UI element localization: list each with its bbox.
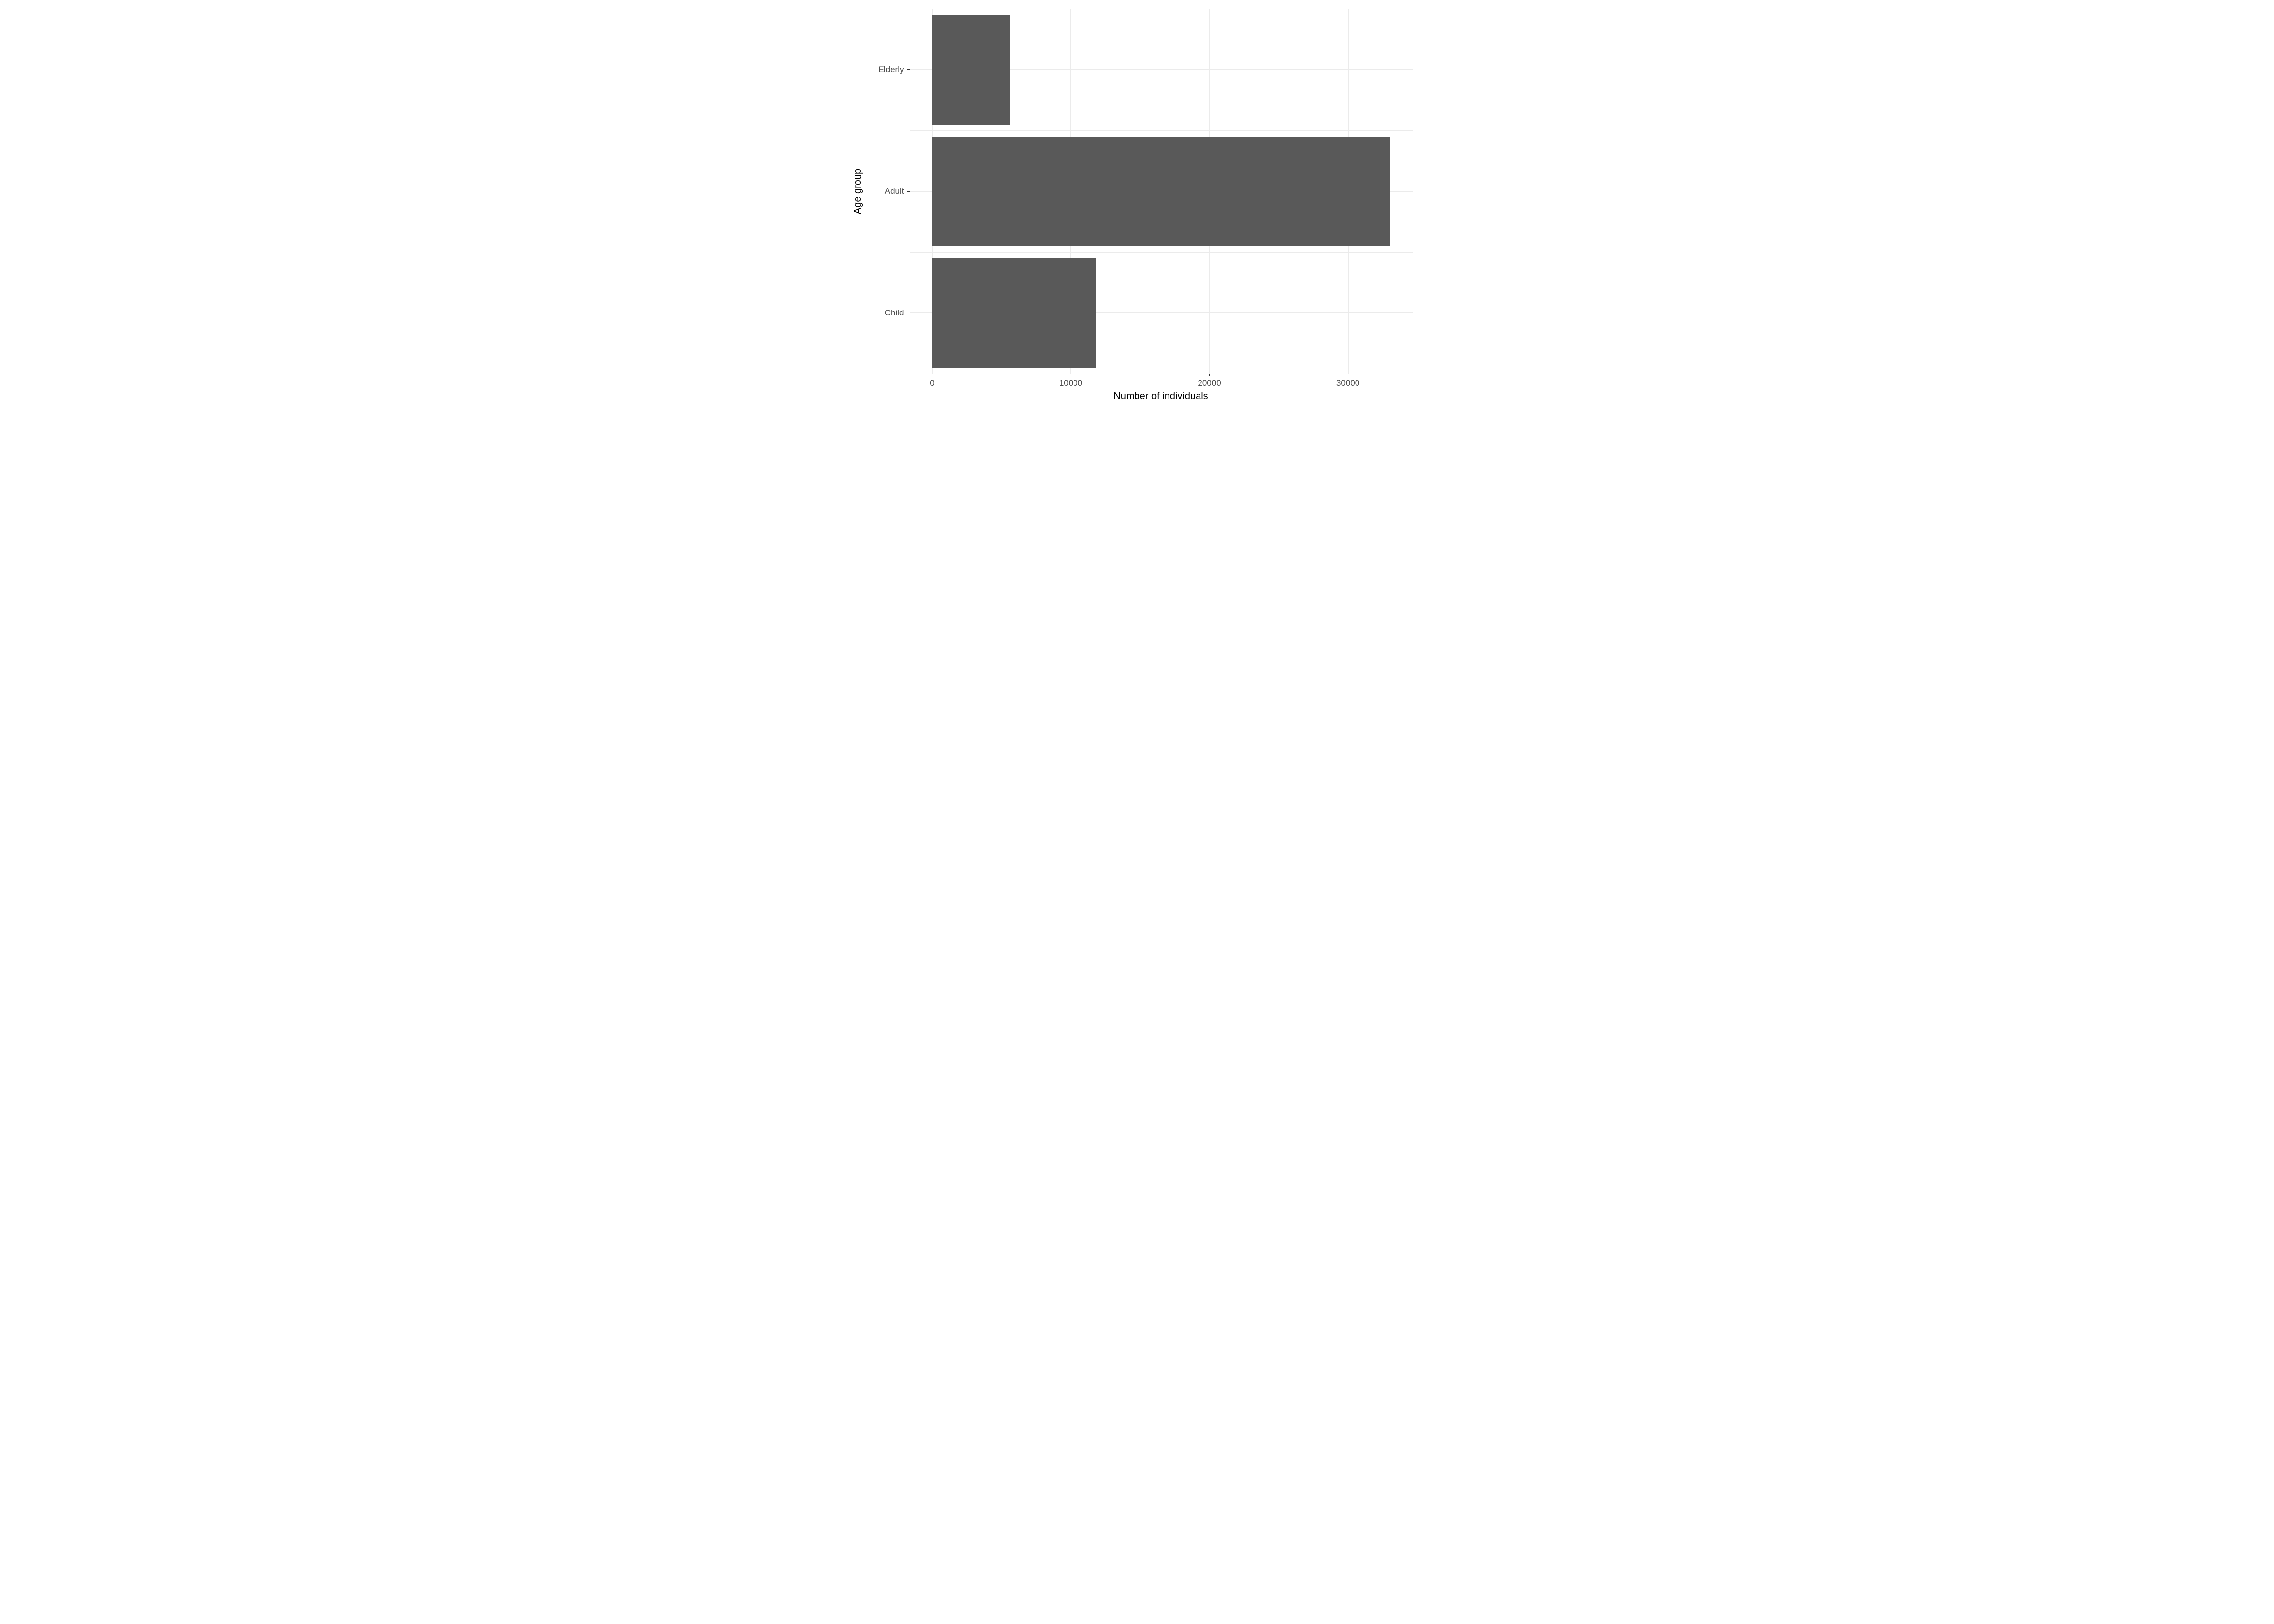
bar-elderly xyxy=(932,15,1010,125)
gridline-horizontal xyxy=(910,252,1413,253)
bar-adult xyxy=(932,137,1390,247)
y-tick-label-adult: Adult xyxy=(885,187,904,196)
x-tick-label: 0 xyxy=(930,378,934,388)
y-tick xyxy=(907,69,910,70)
y-axis-title: Age group xyxy=(853,169,864,214)
x-tick-label: 10000 xyxy=(1059,378,1082,388)
x-tick-label: 30000 xyxy=(1336,378,1359,388)
age-group-bar-chart: 0 10000 20000 30000 Child Adult Elderly Number … xyxy=(853,0,1421,406)
y-tick xyxy=(907,191,910,192)
x-tick xyxy=(1209,374,1210,376)
y-tick-label-child: Child xyxy=(885,308,904,318)
x-tick-label: 20000 xyxy=(1198,378,1221,388)
y-tick-label-elderly: Elderly xyxy=(879,65,904,75)
bar-child xyxy=(932,258,1096,368)
x-axis-title: Number of individuals xyxy=(1113,391,1208,402)
plot-area xyxy=(910,9,1413,374)
gridline-horizontal xyxy=(910,130,1413,131)
